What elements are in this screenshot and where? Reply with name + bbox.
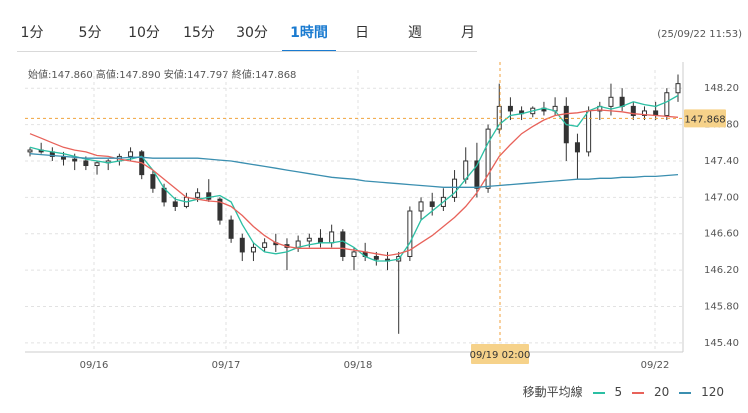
candle-body: [150, 174, 156, 189]
candle-body: [507, 105, 513, 112]
legend-ma20-swatch: [631, 391, 644, 394]
x-axis: 09/16 09/17 09/18 09/22: [80, 360, 670, 371]
candle-body: [250, 246, 256, 253]
y-tick-label: 146.20: [704, 265, 739, 276]
candle-body: [172, 201, 178, 207]
candle-body: [262, 242, 268, 248]
candle-body: [407, 210, 413, 257]
ma-line-120: [29, 153, 679, 188]
candle-body: [452, 178, 458, 198]
candle-body: [351, 251, 357, 257]
y-tick-label: 147.00: [704, 192, 739, 203]
grid: [25, 62, 684, 353]
candle-body: [485, 128, 491, 189]
candle-body: [306, 237, 312, 242]
candle-body: [239, 237, 245, 253]
ma-line-20: [29, 109, 679, 257]
y-tick-label: 145.40: [704, 338, 739, 349]
candle-body: [329, 231, 335, 244]
tab-0[interactable]: 1分: [20, 25, 44, 41]
crosshair-label: 09/19 02:00: [470, 350, 531, 361]
candle-body: [340, 231, 346, 257]
candle-body: [586, 110, 592, 153]
candle-body: [228, 219, 234, 239]
timestamp: (25/09/22 11:53): [657, 29, 742, 40]
moving-averages: [29, 94, 679, 262]
candle-body: [429, 201, 435, 207]
current-price-label: 147.868: [684, 114, 725, 125]
tabs-divider: [17, 51, 477, 52]
crosshair-box: [471, 344, 529, 364]
candle-body: [630, 105, 636, 116]
y-tick-label: 145.80: [704, 302, 739, 313]
legend-title: 移動平均線: [522, 385, 583, 399]
current-price-box: [684, 109, 726, 128]
legend-ma5-label: 5: [614, 385, 623, 399]
ma-line-5: [29, 94, 679, 262]
candle-body: [72, 158, 78, 162]
candle-body: [206, 192, 212, 200]
y-tick-label: 147.40: [704, 156, 739, 167]
candle-body: [128, 151, 134, 157]
legend: 移動平均線 5 20 120: [517, 383, 724, 400]
candle-body: [217, 198, 223, 221]
y-tick-label: 148.20: [704, 83, 739, 94]
tab-2[interactable]: 10分: [128, 25, 160, 41]
candles: [27, 74, 681, 334]
candle-body: [94, 162, 100, 167]
tab-1[interactable]: 5分: [78, 25, 102, 41]
x-tick-label: 09/16: [80, 360, 109, 371]
legend-ma120-swatch: [679, 391, 692, 394]
tab-8[interactable]: 月: [461, 25, 475, 41]
candle-body: [496, 105, 502, 130]
tab-6[interactable]: 日: [355, 25, 369, 41]
legend-ma20-label: 20: [653, 385, 670, 399]
ohlc-readout: 始値:147.860 高値:147.890 安値:147.797 終値:147.…: [28, 70, 297, 81]
candle-body: [664, 92, 670, 116]
legend-ma120-label: 120: [701, 385, 724, 399]
y-tick-label: 146.60: [704, 229, 739, 240]
candle-body: [675, 83, 681, 94]
tab-7[interactable]: 週: [408, 25, 422, 41]
x-tick-label: 09/18: [344, 360, 373, 371]
candle-body: [619, 96, 625, 107]
candle-body: [641, 110, 647, 116]
tab-4[interactable]: 30分: [236, 25, 268, 41]
candle-body: [474, 160, 480, 189]
candle-body: [373, 255, 379, 260]
candle-body: [83, 160, 89, 167]
x-tick-label: 09/22: [641, 360, 670, 371]
overlay: 147.868 09/19 02:00: [25, 62, 726, 364]
candle-body: [27, 149, 33, 153]
x-tick-label: 09/17: [212, 360, 241, 371]
candle-body: [608, 96, 614, 107]
legend-ma5-swatch: [592, 391, 605, 394]
candle-body: [418, 201, 424, 212]
candle-body: [574, 142, 580, 153]
tab-3[interactable]: 15分: [183, 25, 215, 41]
candle-body: [195, 192, 201, 198]
